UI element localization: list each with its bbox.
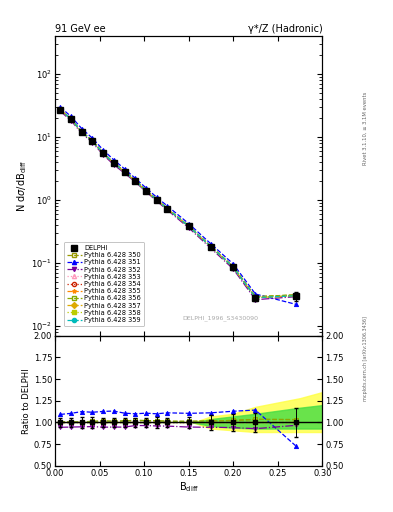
Text: γ*/Z (Hadronic): γ*/Z (Hadronic) xyxy=(248,24,322,34)
Text: 91 GeV ee: 91 GeV ee xyxy=(55,24,106,34)
Y-axis label: Ratio to DELPHI: Ratio to DELPHI xyxy=(22,368,31,434)
Y-axis label: N d$\sigma$/dB$_{\rm diff}$: N d$\sigma$/dB$_{\rm diff}$ xyxy=(15,160,29,212)
Legend: DELPHI, Pythia 6.428 350, Pythia 6.428 351, Pythia 6.428 352, Pythia 6.428 353, : DELPHI, Pythia 6.428 350, Pythia 6.428 3… xyxy=(64,242,145,326)
Text: DELPHI_1996_S3430090: DELPHI_1996_S3430090 xyxy=(183,315,259,321)
Text: mcplots.cern.ch [arXiv:1306.3436]: mcplots.cern.ch [arXiv:1306.3436] xyxy=(363,316,368,401)
X-axis label: B$_{\rm diff}$: B$_{\rm diff}$ xyxy=(179,480,198,494)
Text: Rivet 3.1.10, ≥ 3.1M events: Rivet 3.1.10, ≥ 3.1M events xyxy=(363,91,368,165)
